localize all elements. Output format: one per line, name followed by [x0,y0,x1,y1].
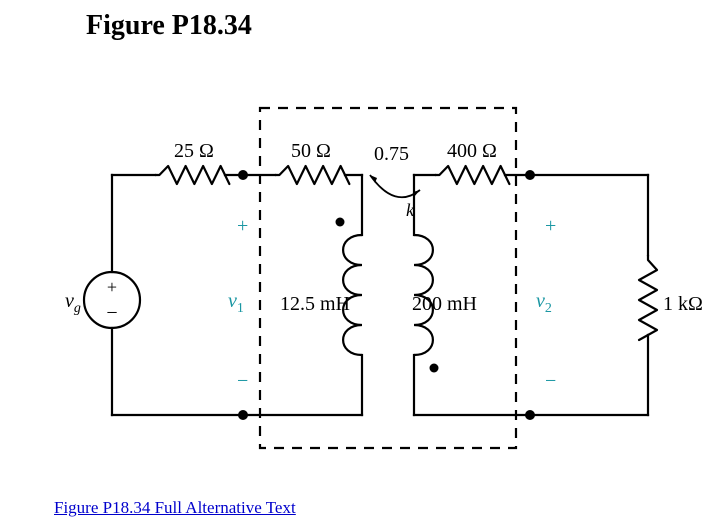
label-v2: v2 [536,290,552,317]
label-l1: 12.5 mH [280,293,350,316]
label-vg: vg [65,290,81,317]
alt-text-link[interactable]: Figure P18.34 Full Alternative Text [54,498,296,517]
svg-text:−: − [106,302,117,324]
label-k075: 0.75 [374,143,409,166]
polarity-v1-minus: − [237,370,248,393]
label-r1: 25 Ω [174,140,214,163]
circuit-diagram: +− [0,0,723,531]
label-r2: 50 Ω [291,140,331,163]
polarity-v2-plus: + [545,215,556,238]
label-v1: v1 [228,290,244,317]
svg-text:+: + [107,277,117,297]
label-rl: 1 kΩ [663,293,703,316]
alt-text-link-row: Figure P18.34 Full Alternative Text [54,498,296,518]
label-r3: 400 Ω [447,140,497,163]
label-k: k [406,200,414,221]
label-l2: 200 mH [412,293,477,316]
polarity-v1-plus: + [237,215,248,238]
polarity-v2-minus: − [545,370,556,393]
